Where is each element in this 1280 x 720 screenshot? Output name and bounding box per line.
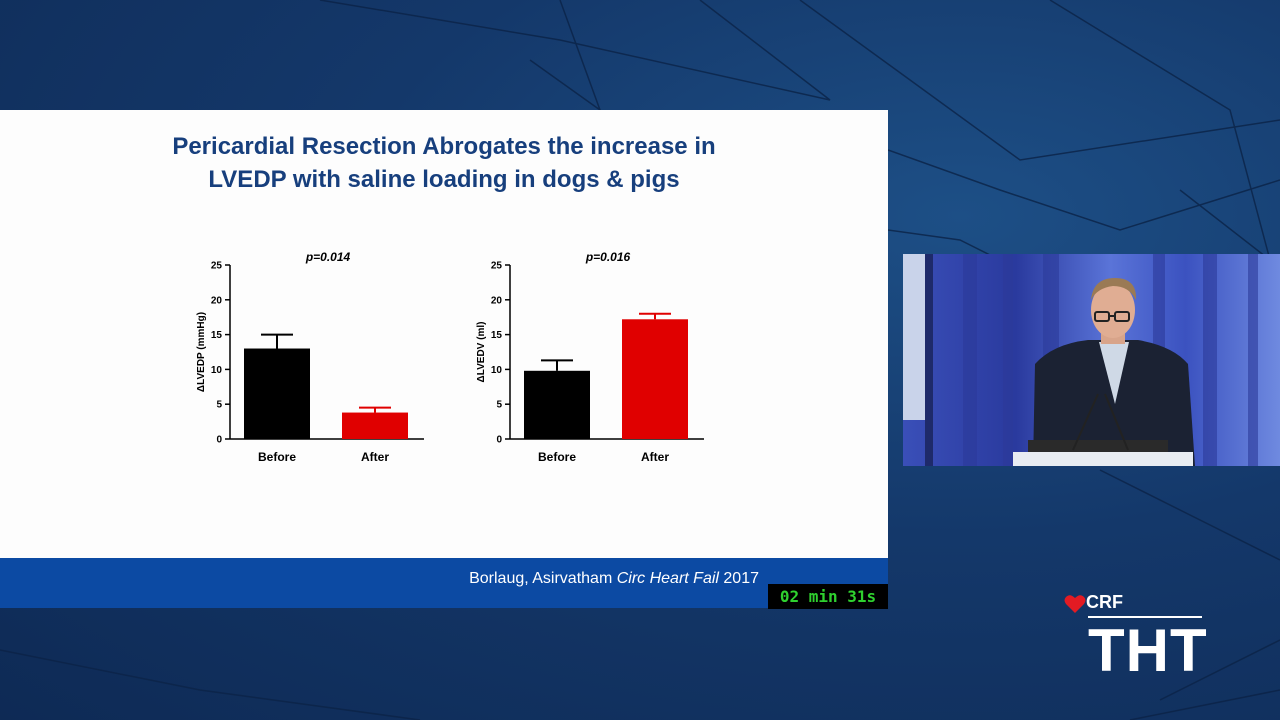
heart-icon [1064, 594, 1086, 614]
slide-title: Pericardial Resection Abrogates the incr… [60, 130, 828, 196]
x-category-label: Before [538, 450, 576, 464]
citation-year: 2017 [719, 570, 759, 587]
x-category-label: After [641, 450, 669, 464]
presentation-slide: Pericardial Resection Abrogates the incr… [0, 110, 888, 608]
slide-title-line-2: LVEDP with saline loading in dogs & pigs [60, 163, 828, 196]
y-tick-label: 15 [491, 330, 503, 341]
y-tick-label: 10 [491, 365, 503, 376]
bar-before [524, 371, 590, 439]
y-tick-label: 20 [211, 295, 223, 306]
countdown-timer: 02 min 31s [768, 584, 888, 609]
y-tick-label: 5 [496, 400, 502, 411]
citation-journal: Circ Heart Fail [617, 570, 719, 587]
p-value-annotation: p=0.016 [585, 250, 631, 264]
bar-after [342, 413, 408, 439]
lvedv-bar-chart: p=0.016 0 5 10 15 20 25 ΔLVEDV (ml) Before After [470, 245, 720, 475]
logo-tht-text: THT [1088, 620, 1208, 682]
slide-title-line-1: Pericardial Resection Abrogates the incr… [60, 130, 828, 163]
y-tick-label: 25 [211, 261, 223, 272]
lvedp-bar-chart: p=0.014 0 5 10 15 20 25 ΔLVEDP (mmHg) Before Afte… [190, 245, 440, 475]
speaker-video [903, 254, 1280, 466]
citation-authors: Borlaug, Asirvatham [469, 570, 617, 587]
y-axis-label: ΔLVEDP (mmHg) [196, 312, 207, 392]
logo-crf-text: CRF [1086, 592, 1123, 613]
y-axis-label: ΔLVEDV (ml) [476, 322, 487, 383]
speaker-illustration [903, 254, 1280, 466]
y-tick-label: 20 [491, 295, 503, 306]
slide-footer-bar: Borlaug, Asirvatham Circ Heart Fail 2017 [0, 558, 888, 608]
y-tick-label: 0 [496, 435, 502, 446]
p-value-annotation: p=0.014 [305, 250, 351, 264]
bar-before [244, 349, 310, 439]
crf-tht-logo: CRF THT [1060, 590, 1210, 680]
y-tick-label: 5 [216, 400, 222, 411]
bar-after [622, 319, 688, 439]
x-category-label: After [361, 450, 389, 464]
x-category-label: Before [258, 450, 296, 464]
y-tick-label: 10 [211, 365, 223, 376]
y-tick-label: 25 [491, 261, 503, 272]
y-tick-label: 15 [211, 330, 223, 341]
y-tick-label: 0 [216, 435, 222, 446]
citation: Borlaug, Asirvatham Circ Heart Fail 2017 [469, 570, 759, 588]
